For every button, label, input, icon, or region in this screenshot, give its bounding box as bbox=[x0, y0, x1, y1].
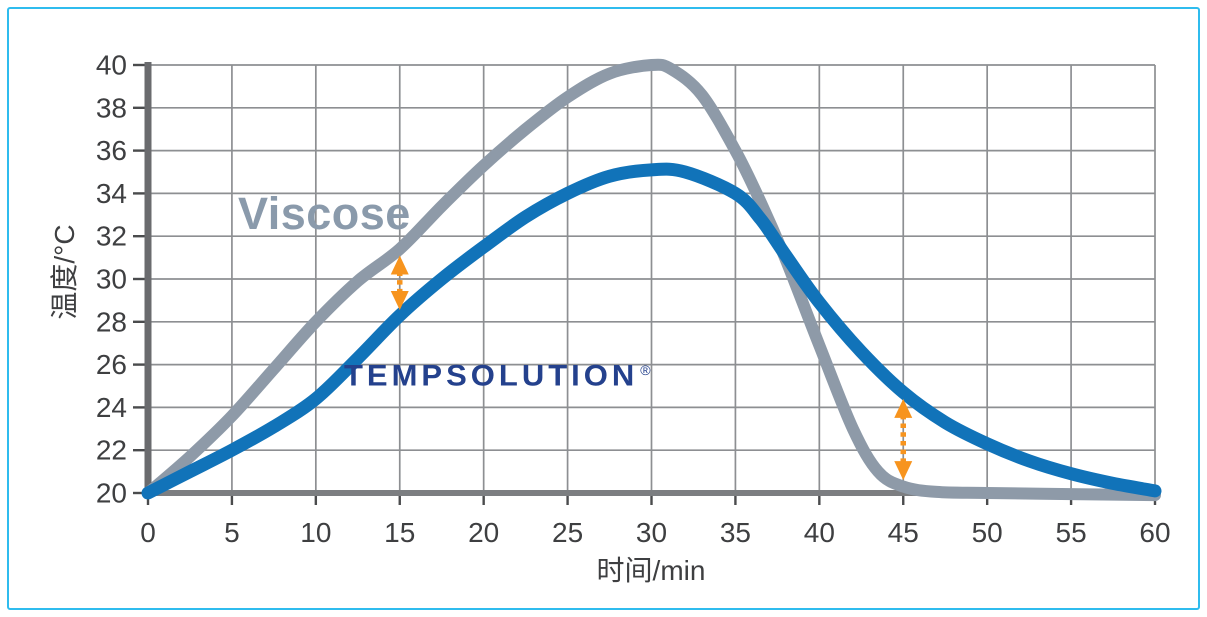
y-tick-label: 40 bbox=[96, 50, 127, 81]
x-tick-label: 0 bbox=[140, 517, 156, 548]
y-tick-label: 38 bbox=[96, 92, 127, 123]
y-tick-label: 22 bbox=[96, 435, 127, 466]
brand-logo: TEMPSOLUTION ® bbox=[344, 359, 651, 394]
brand-logo-text: TEMPSOLUTION bbox=[344, 358, 639, 393]
x-tick-label: 5 bbox=[224, 517, 240, 548]
x-tick-label: 10 bbox=[300, 517, 331, 548]
y-tick-label: 30 bbox=[96, 264, 127, 295]
x-tick-label: 55 bbox=[1056, 517, 1087, 548]
x-tick-label: 15 bbox=[384, 517, 415, 548]
x-tick-label: 50 bbox=[972, 517, 1003, 548]
tempsolution-curve bbox=[141, 162, 1162, 500]
x-tick-label: 25 bbox=[552, 517, 583, 548]
y-tick-label: 32 bbox=[96, 221, 127, 252]
y-tick-label: 26 bbox=[96, 349, 127, 380]
x-tick-label: 60 bbox=[1139, 517, 1170, 548]
y-tick-label: 24 bbox=[96, 392, 127, 423]
series-label-viscose: Viscose bbox=[238, 188, 411, 239]
y-tick-label: 34 bbox=[96, 178, 127, 209]
y-tick-label: 28 bbox=[96, 306, 127, 337]
registered-trademark-icon: ® bbox=[640, 362, 651, 378]
y-tick-label: 20 bbox=[96, 478, 127, 509]
x-tick-label: 20 bbox=[468, 517, 499, 548]
y-tick-label: 36 bbox=[96, 135, 127, 166]
diff-arrow-head-down bbox=[894, 461, 913, 481]
diff-arrow-head-up bbox=[894, 398, 913, 418]
x-tick-label: 30 bbox=[636, 517, 667, 548]
x-tick-label: 35 bbox=[720, 517, 751, 548]
y-axis-title: 温度/°C bbox=[49, 224, 80, 320]
diff-arrow-head-up bbox=[390, 255, 409, 275]
diff-arrow-head-down bbox=[390, 291, 409, 311]
viscose-curve bbox=[142, 58, 1161, 502]
x-tick-label: 45 bbox=[888, 517, 919, 548]
x-tick-label: 40 bbox=[804, 517, 835, 548]
x-axis-title: 时间/min bbox=[596, 555, 706, 586]
